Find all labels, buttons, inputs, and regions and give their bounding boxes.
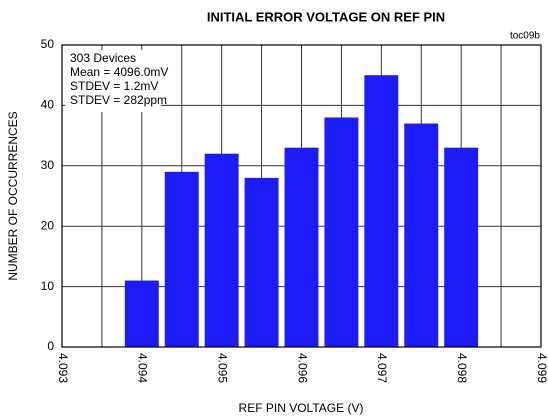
bar xyxy=(204,153,239,347)
y-tick-label: 50 xyxy=(41,37,55,51)
annotation: STDEV = 1.2mV xyxy=(70,79,158,93)
x-tick-label: 4.096 xyxy=(295,353,309,383)
bar xyxy=(324,117,359,347)
bar xyxy=(404,123,439,348)
x-tick-label: 4.095 xyxy=(215,353,229,383)
y-tick-label: 40 xyxy=(41,98,55,112)
figure-id: toc09b xyxy=(510,31,540,42)
x-axis-label: REF PIN VOLTAGE (V) xyxy=(239,401,364,415)
bar xyxy=(164,171,199,347)
chart-title: INITIAL ERROR VOLTAGE ON REF PIN xyxy=(207,9,445,24)
x-tick-label: 4.098 xyxy=(455,353,469,383)
annotation-box xyxy=(65,50,161,112)
x-tick-label: 4.099 xyxy=(535,353,548,383)
x-tick-label: 4.093 xyxy=(56,353,70,383)
x-tick-label: 4.094 xyxy=(136,353,150,383)
y-tick-label: 30 xyxy=(41,158,55,172)
bar xyxy=(364,75,399,347)
annotation: 303 Devices xyxy=(70,51,136,65)
y-tick-label: 20 xyxy=(41,218,55,232)
bar xyxy=(124,280,159,347)
annotation: Mean = 4096.0mV xyxy=(70,65,168,79)
y-tick-label: 0 xyxy=(47,339,54,353)
bar xyxy=(244,177,279,347)
bar xyxy=(284,147,319,347)
annotation: STDEV = 282ppm xyxy=(70,93,167,107)
y-axis-label: NUMBER OF OCCURRENCES xyxy=(6,111,20,280)
y-tick-label: 10 xyxy=(41,279,55,293)
x-tick-label: 4.097 xyxy=(375,353,389,383)
plot-frame xyxy=(61,44,542,348)
bar xyxy=(444,147,479,347)
